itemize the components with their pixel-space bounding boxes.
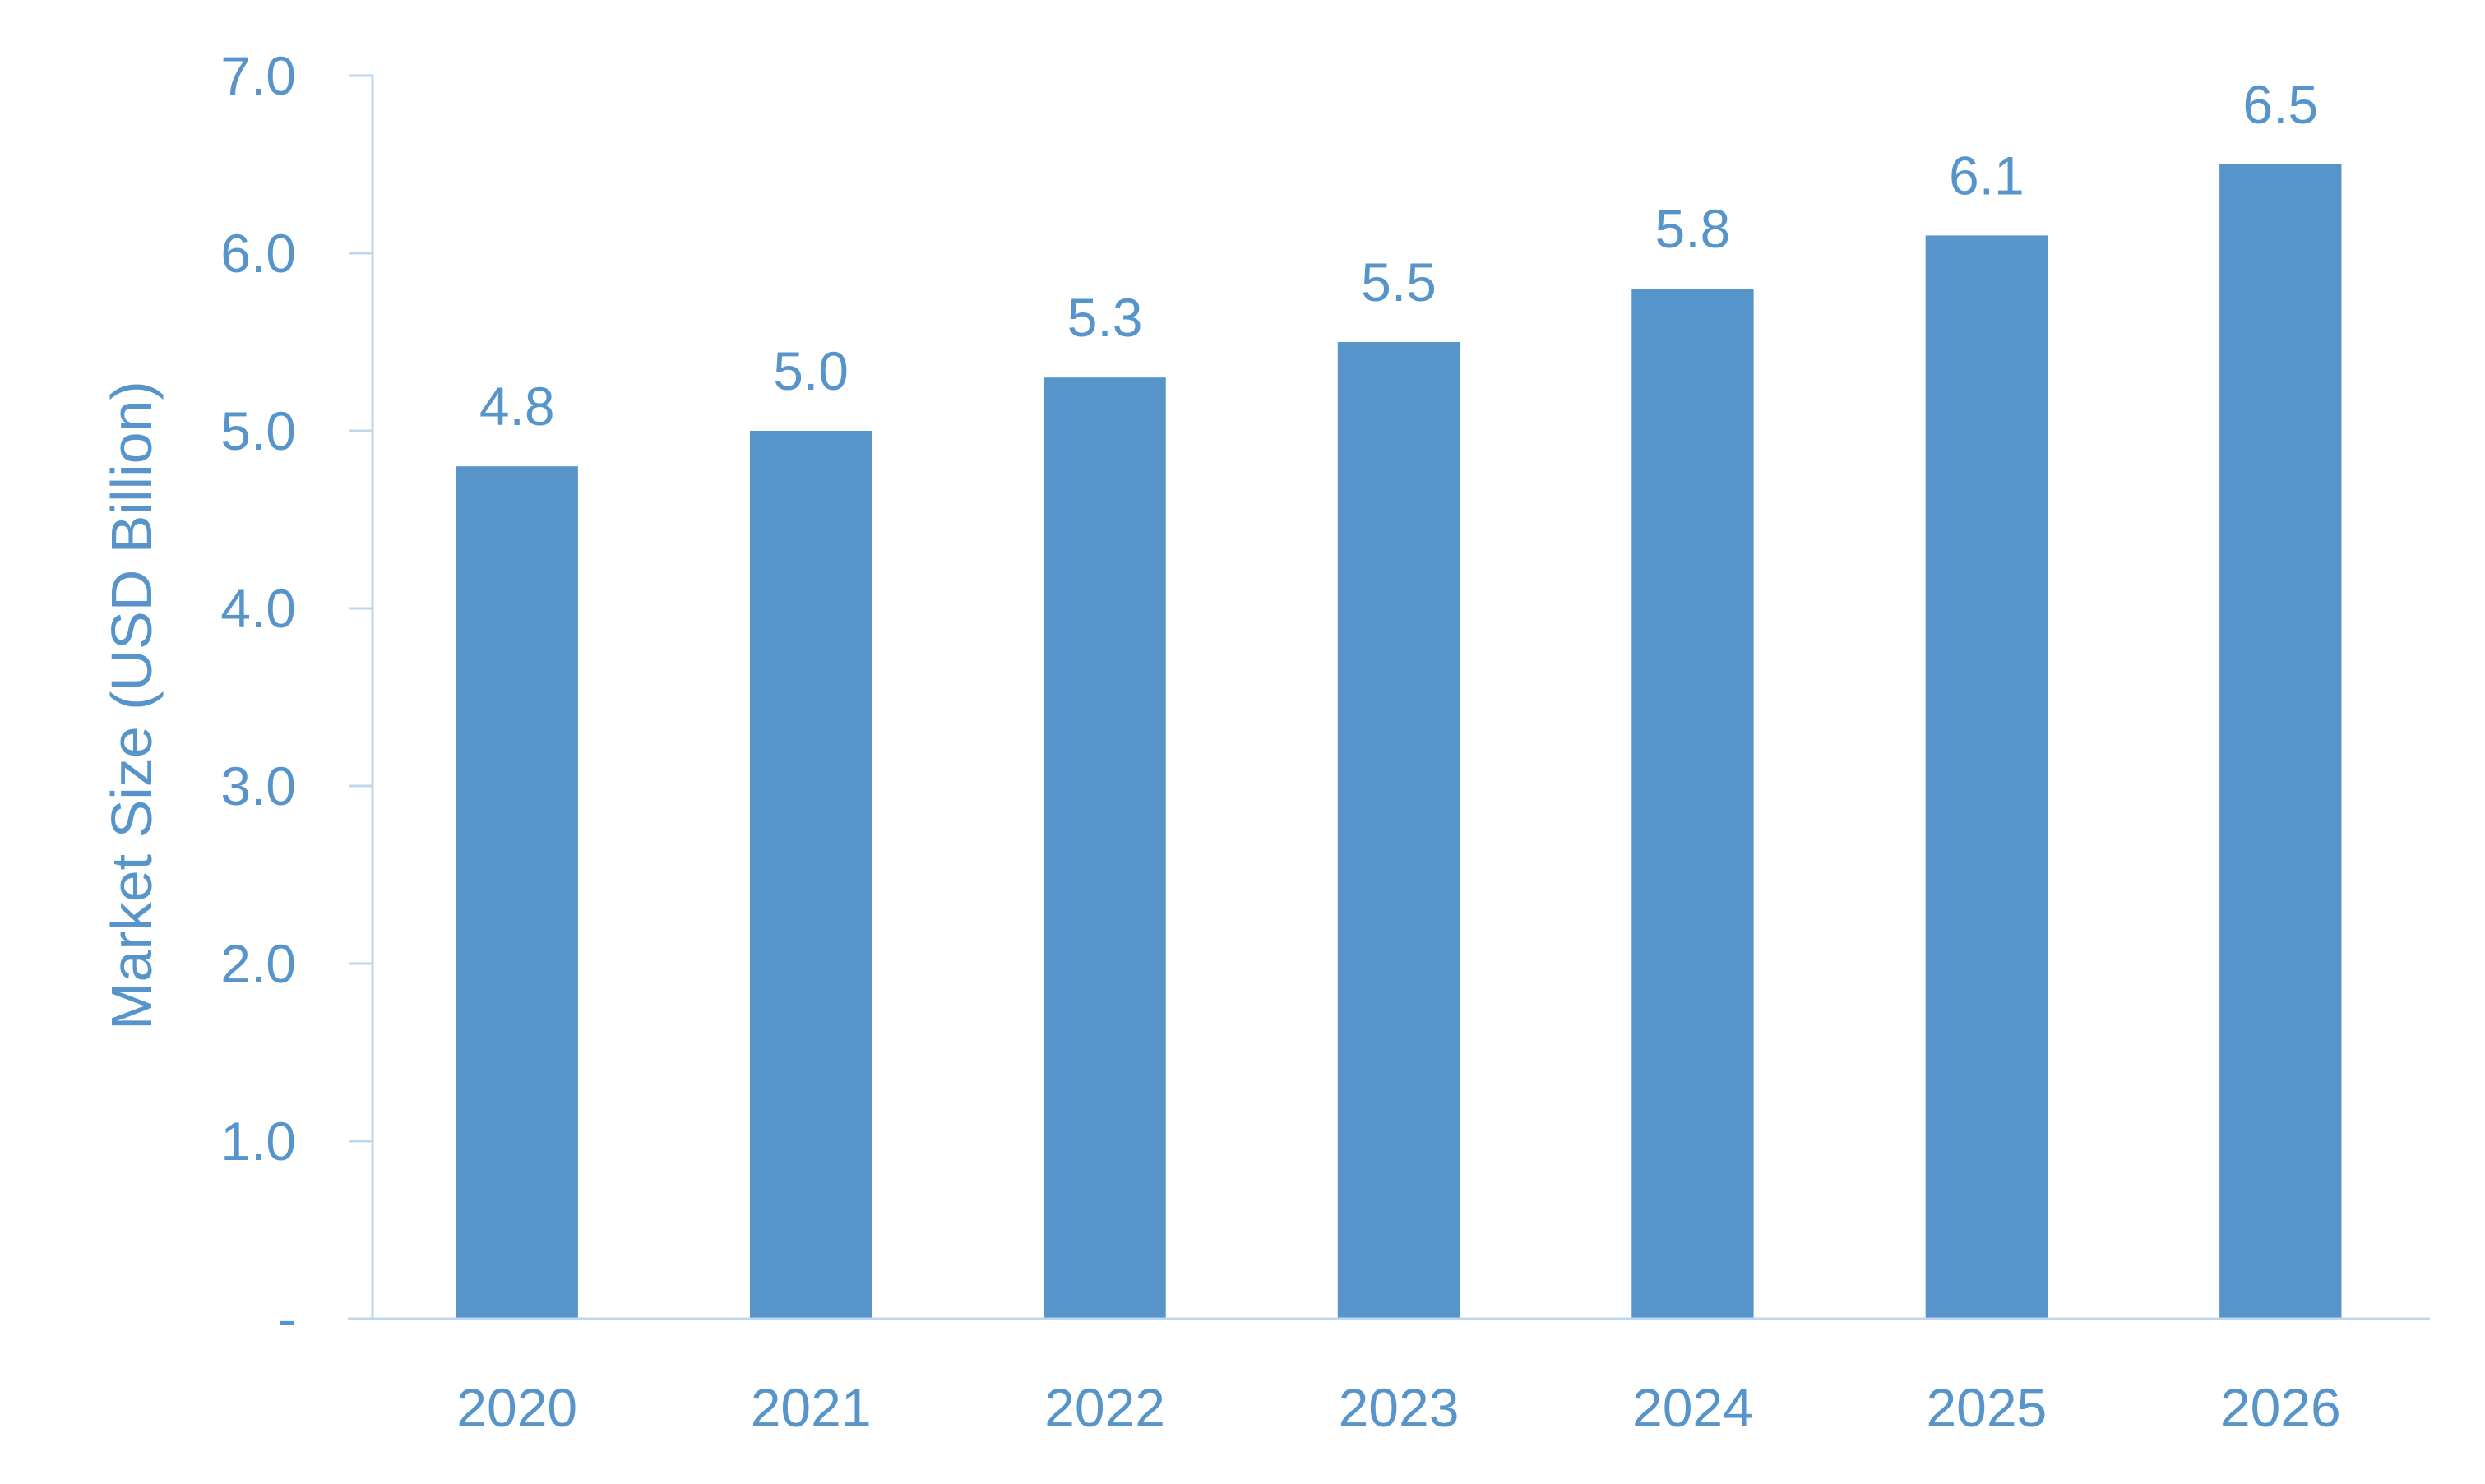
- y-axis-title: Market Size (USD Billion): [99, 381, 164, 1030]
- data-label-2022: 5.3: [1067, 287, 1143, 348]
- data-label-2020: 4.8: [479, 376, 555, 437]
- y-tick-label: 5.0: [220, 400, 296, 461]
- y-axis-tick-labels: - 1.0 2.0 3.0 4.0 5.0 6.0 7.0: [220, 45, 296, 1349]
- bar-2025: [1925, 235, 2048, 1319]
- y-tick-label: 6.0: [220, 223, 296, 284]
- x-tick-label-2026: 2026: [2220, 1377, 2341, 1438]
- bar-2022: [1044, 377, 1166, 1320]
- data-label-2023: 5.5: [1361, 252, 1437, 312]
- y-tick-label: 3.0: [220, 756, 296, 816]
- bars-group: [456, 164, 2342, 1320]
- y-axis-ticks: [349, 74, 373, 1320]
- data-label-2024: 5.8: [1655, 198, 1731, 259]
- x-axis-tick-labels: 2020 2021 2022 2023 2024 2025 2026: [456, 1377, 2340, 1438]
- y-tick-label: 2.0: [220, 933, 296, 994]
- y-tick-label: 7.0: [220, 45, 296, 106]
- x-tick-label-2025: 2025: [1926, 1377, 2047, 1438]
- bar-2021: [749, 431, 872, 1319]
- data-labels: 4.8 5.0 5.3 5.5 5.8 6.1 6.5: [479, 74, 2318, 437]
- y-tick-label: 1.0: [220, 1111, 296, 1172]
- data-label-2021: 5.0: [773, 340, 849, 401]
- data-label-2025: 6.1: [1949, 145, 2025, 206]
- y-tick-label: -: [278, 1288, 296, 1349]
- x-tick-label-2023: 2023: [1339, 1377, 1460, 1438]
- bar-2026: [2219, 164, 2342, 1319]
- data-label-2026: 6.5: [2242, 74, 2318, 135]
- x-tick-label-2021: 2021: [751, 1377, 872, 1438]
- bar-2020: [456, 466, 578, 1320]
- bar-2024: [1631, 289, 1754, 1320]
- bar-2023: [1337, 342, 1460, 1319]
- x-tick-label-2020: 2020: [456, 1377, 577, 1438]
- x-tick-label-2024: 2024: [1632, 1377, 1753, 1438]
- y-tick-label: 4.0: [220, 578, 296, 639]
- x-tick-label-2022: 2022: [1044, 1377, 1165, 1438]
